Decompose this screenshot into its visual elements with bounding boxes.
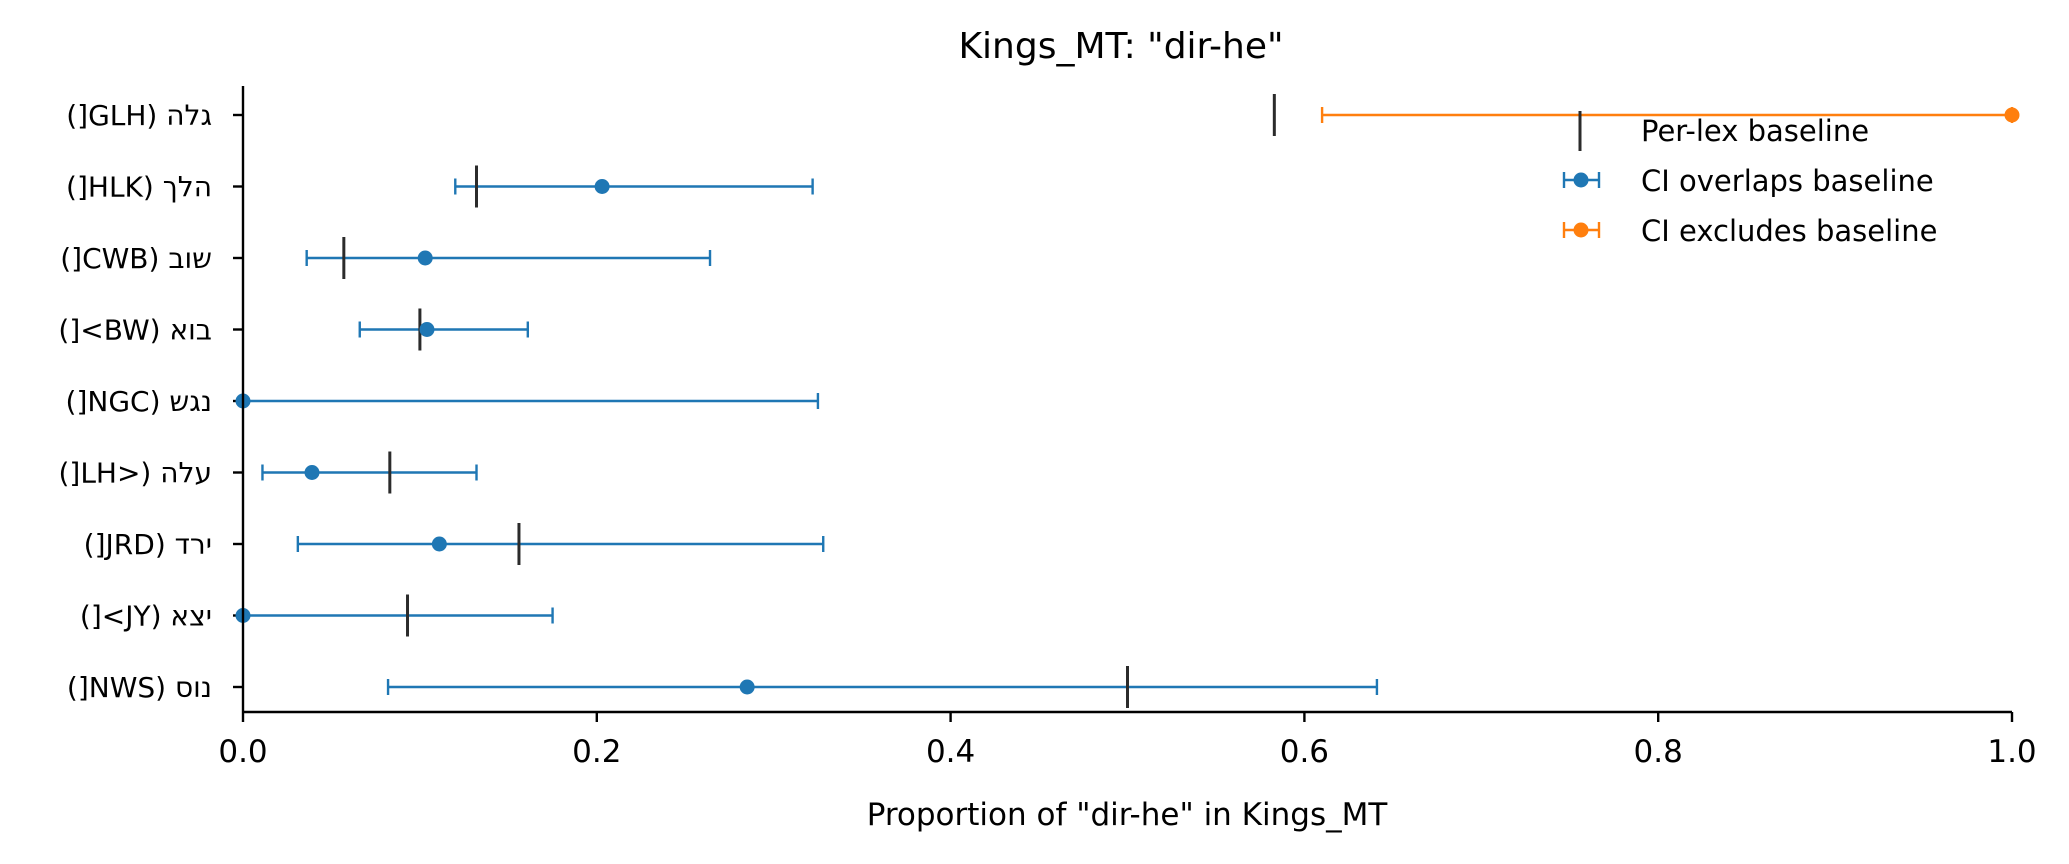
y-category-label: נגש (NGC[) bbox=[66, 385, 212, 418]
y-category-label: גלה (GLH[) bbox=[66, 99, 212, 132]
legend-baseline-label: Per-lex baseline bbox=[1641, 114, 1869, 148]
x-axis-label: Proportion of "dir-he" in Kings_MT bbox=[867, 797, 1389, 833]
ci-errorbar bbox=[296, 536, 825, 552]
x-tick-label: 0.4 bbox=[926, 734, 975, 770]
point-estimate bbox=[304, 465, 320, 480]
x-tick-label: 0.0 bbox=[218, 734, 267, 770]
legend-overlaps-label: CI overlaps baseline bbox=[1641, 164, 1934, 198]
y-category-label: שוב (CWB[) bbox=[60, 242, 212, 275]
ci-errorbar bbox=[305, 250, 712, 266]
ci-errorbar bbox=[243, 393, 820, 409]
x-tick-label: 1.0 bbox=[1987, 734, 2036, 770]
x-axis-ticks: 0.0 0.2 0.4 0.6 0.8 1.0 bbox=[218, 712, 2037, 770]
ci-errorbar bbox=[386, 679, 1379, 695]
point-estimate bbox=[419, 322, 435, 337]
y-category-label: בוא (BW>[) bbox=[58, 314, 212, 347]
x-tick-label: 0.8 bbox=[1634, 734, 1683, 770]
y-category-label: ירד (JRD[) bbox=[84, 528, 212, 561]
y-category-label: עלה (<LH[) bbox=[58, 457, 212, 490]
point-estimate bbox=[431, 536, 447, 552]
x-tick-label: 0.2 bbox=[572, 734, 621, 770]
point-estimate bbox=[2004, 107, 2020, 123]
y-category-label: נוס (NWS[) bbox=[67, 671, 212, 704]
point-estimate bbox=[594, 179, 610, 194]
x-tick-label: 0.6 bbox=[1280, 734, 1329, 770]
y-category-label: הלך (HLK[) bbox=[66, 171, 212, 204]
y-category-label: יצא (JY>[) bbox=[80, 600, 212, 633]
legend-excludes-marker bbox=[1562, 222, 1601, 238]
legend: Per-lex baseline CI overlaps baseline CI… bbox=[1562, 111, 1937, 248]
ci-errorbar bbox=[454, 178, 814, 195]
legend-excludes-label: CI excludes baseline bbox=[1641, 214, 1937, 248]
ci-errorbar bbox=[358, 321, 530, 338]
ci-errorbar bbox=[261, 464, 478, 481]
point-estimate bbox=[739, 679, 755, 695]
legend-overlaps-marker bbox=[1562, 172, 1601, 188]
ci-errorbar bbox=[243, 607, 554, 624]
plot-area: גלה (GLH[) הלך (HLK[) שוב (CWB[) בוא (BW>[)… bbox=[58, 94, 2020, 708]
chart-title: Kings_MT: "dir-he" bbox=[958, 26, 1283, 67]
point-estimate bbox=[417, 250, 433, 266]
